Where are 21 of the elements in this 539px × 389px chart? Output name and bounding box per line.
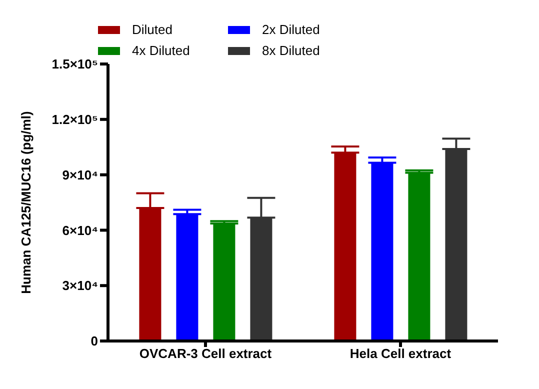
y-tick-label: 6×10⁴ [62,222,98,238]
legend-label: 2x Diluted [262,22,320,37]
y-tick-label: 3×10⁴ [62,278,98,294]
bar [250,218,272,341]
legend-label: 8x Diluted [262,43,320,58]
bar [176,214,198,341]
y-axis-title: Human CA125/MUC16 (pg/ml) [18,111,34,294]
bar [371,162,394,341]
bar [445,148,468,341]
y-tick-label: 1.2×10⁵ [52,112,98,128]
bar [139,208,162,341]
legend-label: Diluted [132,22,172,37]
y-tick-label: 0 [90,334,98,349]
bar [213,224,236,341]
bar [334,152,356,341]
legend-label: 4x Diluted [132,43,190,58]
bar [408,172,430,341]
y-tick-label: 1.5×10⁵ [52,56,98,72]
x-tick-label: Hela Cell extract [350,346,452,362]
y-tick-label: 9×10⁴ [62,167,98,182]
x-tick-label: OVCAR-3 Cell extract [139,346,272,362]
